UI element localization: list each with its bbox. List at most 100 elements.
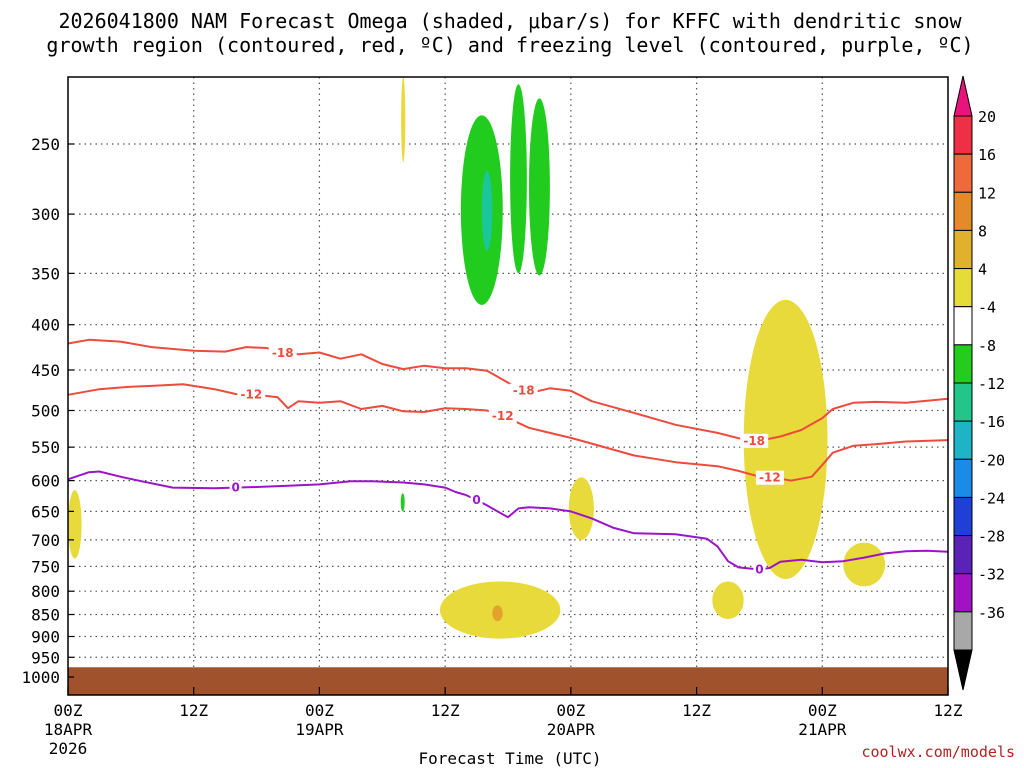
colorbar-bottom-arrow — [953, 649, 973, 691]
y-tick-label-800: 800 — [31, 582, 60, 601]
omega-pos-1 — [68, 490, 82, 559]
plot-border — [67, 76, 949, 696]
y-tick-label-250: 250 — [31, 135, 60, 154]
y-tick-label-700: 700 — [31, 531, 60, 550]
x-tick-label-12: 12Z — [179, 701, 208, 720]
ground-fill — [68, 667, 948, 695]
freezing-level-line — [67, 470, 949, 571]
colorbar-band-9 — [953, 458, 973, 498]
temp-minus12-label-bg — [237, 387, 266, 402]
colorbar-band-12 — [953, 573, 973, 613]
colorbar-band-8 — [953, 420, 973, 460]
omega-pos-3 — [568, 477, 594, 540]
x-date-label-72: 21APR — [798, 720, 847, 739]
colorbar-label-0: 20 — [978, 108, 996, 126]
x-tick-label-72: 00Z — [808, 701, 837, 720]
colorbar-label-4: 4 — [978, 261, 987, 279]
freezing-level-label: 0 — [231, 481, 239, 495]
y-tick-label-850: 850 — [31, 606, 60, 625]
chart-title-line1: 2026041800 NAM Forecast Omega (shaded, μ… — [58, 9, 962, 33]
y-tick-label-600: 600 — [31, 472, 60, 491]
x-date-label-24: 19APR — [295, 720, 344, 739]
temp-minus12-label: -12 — [240, 388, 262, 402]
x-year-label-0: 2026 — [49, 739, 88, 758]
ground-below-surface — [68, 667, 948, 695]
freezing-level-label-bg — [753, 562, 766, 577]
omega-neg-4 — [528, 98, 550, 276]
colorbar-label-11: -28 — [978, 528, 1005, 546]
colorbar-label-8: -16 — [978, 413, 1005, 431]
colorbar-band-4 — [953, 268, 973, 308]
chart-title-line2: growth region (contoured, red, ºC) and f… — [46, 33, 973, 57]
colorbar-band-0 — [953, 115, 973, 155]
colorbar-label-5: -4 — [978, 299, 996, 317]
y-tick-label-300: 300 — [31, 205, 60, 224]
colorbar-band-11 — [953, 535, 973, 575]
omega-pos-7 — [743, 299, 828, 579]
x-axis-label: Forecast Time (UTC) — [418, 749, 601, 768]
colorbar-label-10: -24 — [978, 489, 1005, 507]
colorbar-band-1 — [953, 153, 973, 193]
x-tick-label-84: 12Z — [934, 701, 963, 720]
omega-pos-2 — [401, 76, 406, 163]
temp-minus18-label: -18 — [272, 346, 294, 360]
x-tick-label-24: 00Z — [305, 701, 334, 720]
colorbar-label-7: -12 — [978, 375, 1005, 393]
y-tick-label-950: 950 — [31, 648, 60, 667]
temp-minus18-line — [67, 338, 949, 442]
pressure-axis: 250 300 350 400 450 500 550 600 650 700 750 800 850 9… — [21, 135, 74, 687]
omega-neg-1 — [460, 115, 503, 305]
temp-minus18-label-bg — [740, 433, 769, 448]
x-date-label-48: 20APR — [547, 720, 596, 739]
y-tick-label-900: 900 — [31, 627, 60, 646]
colorbar-label-1: 16 — [978, 146, 996, 164]
colorbar-band-3 — [953, 229, 973, 270]
y-tick-label-650: 650 — [31, 502, 60, 521]
x-tick-label-48: 00Z — [556, 701, 585, 720]
temp-minus18-label: -18 — [513, 384, 535, 398]
omega-pos-6 — [712, 581, 744, 620]
omega-pos-5 — [492, 605, 503, 622]
omega-shading — [68, 76, 886, 639]
temp-minus18-label-bg — [268, 345, 297, 360]
colorbar-label-9: -20 — [978, 451, 1005, 469]
freezing-level-label: 0 — [755, 562, 763, 576]
omega-neg-3 — [510, 84, 527, 274]
x-tick-label-0: 00Z — [54, 701, 83, 720]
temp-minus18-label: -18 — [743, 434, 765, 448]
y-tick-label-1000: 1000 — [21, 668, 60, 687]
colorbar-band-10 — [953, 496, 973, 537]
colorbar-band-5 — [953, 306, 973, 346]
y-tick-label-500: 500 — [31, 402, 60, 421]
colorbar-band-13 — [953, 611, 973, 651]
colorbar-label-13: -36 — [978, 604, 1005, 622]
y-tick-label-450: 450 — [31, 361, 60, 380]
credit-text: coolwx.com/models — [861, 743, 1015, 761]
colorbar-band-2 — [953, 191, 973, 231]
x-tick-label-36: 12Z — [431, 701, 460, 720]
temp-minus18-label-bg — [509, 383, 538, 398]
freezing-level-label-bg — [229, 480, 242, 495]
x-tick-label-60: 12Z — [682, 701, 711, 720]
temp-minus12-label-bg — [755, 470, 784, 485]
colorbar-label-6: -8 — [978, 337, 996, 355]
temp-minus12-label: -12 — [759, 471, 781, 485]
omega-neg-5 — [400, 493, 405, 512]
omega-neg-2 — [481, 170, 493, 251]
plot-frame — [67, 76, 949, 696]
colorbar-label-3: 8 — [978, 222, 987, 240]
x-date-label-0: 18APR — [44, 720, 93, 739]
y-tick-label-350: 350 — [31, 264, 60, 283]
contour-lines: -18 -18 -18 -12 -12 -12 0 0 0 — [67, 338, 949, 577]
omega-colorbar: 20 16 12 8 4 -4 -8 -12 -16 -20 -24 -28 -32 -36 — [953, 75, 1005, 691]
colorbar-band-6 — [953, 344, 973, 384]
colorbar-label-12: -32 — [978, 566, 1005, 584]
y-tick-label-750: 750 — [31, 557, 60, 576]
omega-pos-8 — [843, 542, 886, 587]
colorbar-band-7 — [953, 382, 973, 422]
temp-minus12-label: -12 — [492, 409, 514, 423]
temp-minus12-label-bg — [488, 409, 517, 424]
y-tick-label-400: 400 — [31, 316, 60, 335]
